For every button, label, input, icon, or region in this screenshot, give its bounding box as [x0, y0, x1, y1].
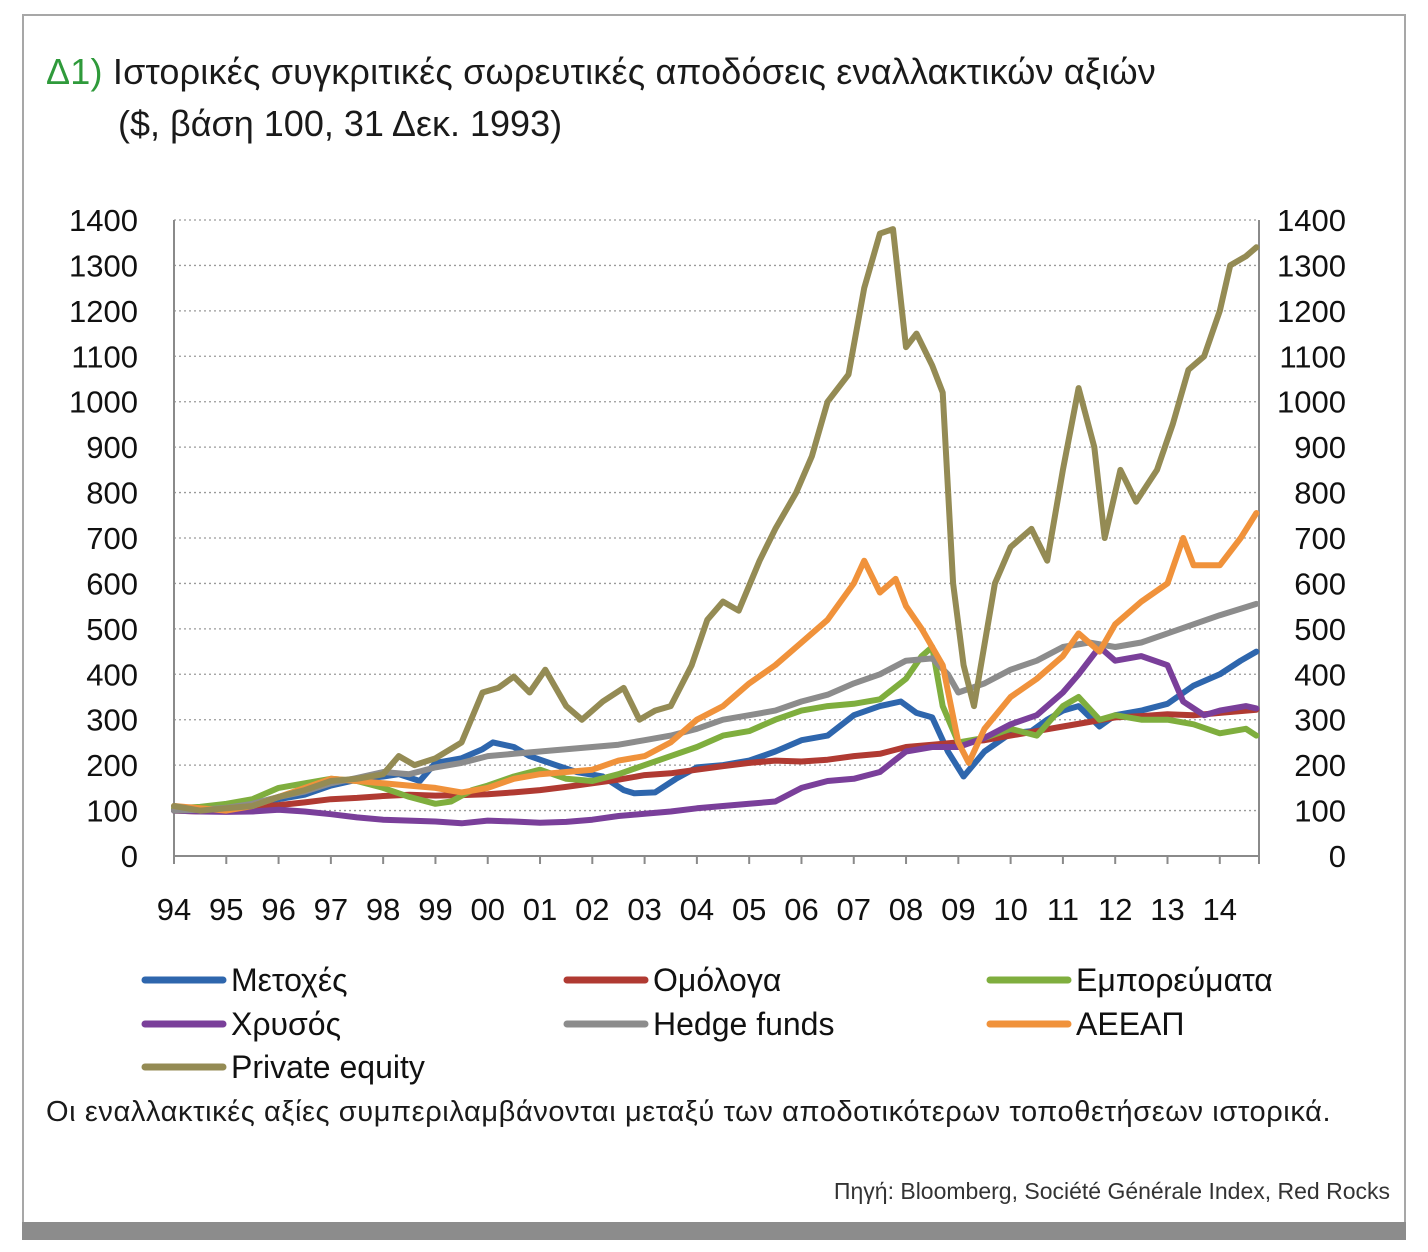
y-tick-label-right: 200: [1294, 748, 1346, 783]
y-tick-label-right: 0: [1329, 839, 1346, 874]
footnote: Οι εναλλακτικές αξίες συμπεριλαμβάνονται…: [46, 1096, 1332, 1128]
legend-label: Χρυσός: [231, 1006, 341, 1042]
x-tick-label: 96: [261, 892, 295, 927]
chart-number-tag: Δ1): [46, 51, 103, 92]
y-tick-label-left: 400: [86, 657, 138, 692]
y-tick-label-left: 600: [86, 566, 138, 601]
y-tick-label-right: 400: [1294, 657, 1346, 692]
y-tick-label-left: 1300: [69, 248, 138, 283]
y-tick-label-right: 900: [1294, 430, 1346, 465]
y-tick-label-right: 600: [1294, 566, 1346, 601]
legend-label: Μετοχές: [231, 962, 348, 998]
x-tick-label: 95: [209, 892, 243, 927]
y-tick-label-right: 1100: [1279, 339, 1346, 374]
series-line: [171, 644, 1260, 812]
x-tick-label: 08: [889, 892, 923, 927]
chart-title-text: Ιστορικές συγκριτικές σωρευτικές αποδόσε…: [112, 51, 1156, 92]
legend-label: Ομόλογα: [653, 962, 781, 998]
axes: [173, 220, 1260, 864]
x-tick-label: 02: [575, 892, 609, 927]
y-tick-label-right: 1400: [1277, 203, 1346, 238]
x-tick-label: 03: [627, 892, 661, 927]
x-tick-label: 10: [993, 892, 1027, 927]
y-tick-label-left: 100: [86, 794, 138, 829]
legend-label: Private equity: [231, 1049, 425, 1085]
x-tick-label: 09: [941, 892, 975, 927]
y-tick-label-left: 800: [86, 476, 138, 511]
y-tick-label-left: 1100: [71, 339, 138, 374]
y-tick-label-right: 1000: [1277, 385, 1346, 420]
y-axis-left: 0 100 200 300 400 500 600 700 800 900 1000 1100 1200…: [69, 203, 138, 874]
x-tick-label: 98: [366, 892, 400, 927]
y-tick-label-right: 500: [1294, 612, 1346, 647]
x-tick-label: 07: [837, 892, 871, 927]
y-tick-label-right: 700: [1294, 521, 1346, 556]
y-axis-right: 0 100 200 300 400 500 600 700 800 900 1000 1100 1200…: [1277, 203, 1346, 874]
y-tick-label-left: 0: [121, 839, 138, 874]
legend: Μετοχές Ομόλογα Εμπορεύματα Χρυσός Hedge fun…: [141, 962, 1273, 1085]
legend-label: Hedge funds: [653, 1006, 834, 1042]
x-tick-label: 04: [680, 892, 714, 927]
series-line: [171, 706, 1260, 815]
series-line: [171, 226, 1260, 814]
source-text: Πηγή: Bloomberg, Société Générale Index,…: [833, 1178, 1390, 1204]
x-tick-label: 99: [418, 892, 452, 927]
chart-subtitle: ($, βάση 100, 31 Δεκ. 1993): [118, 103, 563, 144]
x-tick-label: 13: [1150, 892, 1184, 927]
x-tick-label: 05: [732, 892, 766, 927]
y-tick-label-left: 500: [86, 612, 138, 647]
gridlines: [174, 219, 1259, 812]
y-tick-label-left: 1000: [69, 385, 138, 420]
x-tick-label: 06: [784, 892, 818, 927]
y-tick-label-right: 800: [1294, 476, 1346, 511]
x-tick-label: 01: [523, 892, 557, 927]
y-tick-label-right: 300: [1294, 703, 1346, 738]
x-tick-label: 12: [1098, 892, 1132, 927]
legend-label: ΑΕΕΑΠ: [1076, 1006, 1184, 1042]
x-tick-label: 14: [1203, 892, 1237, 927]
y-tick-label-left: 1200: [69, 294, 138, 329]
y-tick-label-left: 700: [86, 521, 138, 556]
y-tick-label-left: 300: [86, 703, 138, 738]
x-tick-label: 97: [314, 892, 348, 927]
y-tick-label-right: 1300: [1277, 248, 1346, 283]
y-tick-label-left: 200: [86, 748, 138, 783]
x-tick-label: 00: [470, 892, 504, 927]
legend-label: Εμπορεύματα: [1076, 962, 1273, 998]
x-axis: 94 95 96 97 98 99 00 01 02 03 04 05 06 07 08 09 10 11 12 13…: [157, 892, 1237, 927]
chart-title: Δ1) Ιστορικές συγκριτικές σωρευτικές απο…: [46, 48, 1156, 96]
y-tick-label-left: 900: [86, 430, 138, 465]
y-tick-label-left: 1400: [69, 203, 138, 238]
y-tick-label-right: 1200: [1277, 294, 1346, 329]
x-tick-label: 11: [1047, 892, 1079, 927]
series-line: [171, 510, 1260, 814]
bottom-rule: [22, 1222, 1406, 1240]
y-tick-label-right: 100: [1294, 794, 1346, 829]
series-line: [171, 648, 1260, 814]
series-line: [171, 644, 1260, 827]
x-tick-label: 94: [157, 892, 191, 927]
series-lines: [171, 226, 1260, 827]
